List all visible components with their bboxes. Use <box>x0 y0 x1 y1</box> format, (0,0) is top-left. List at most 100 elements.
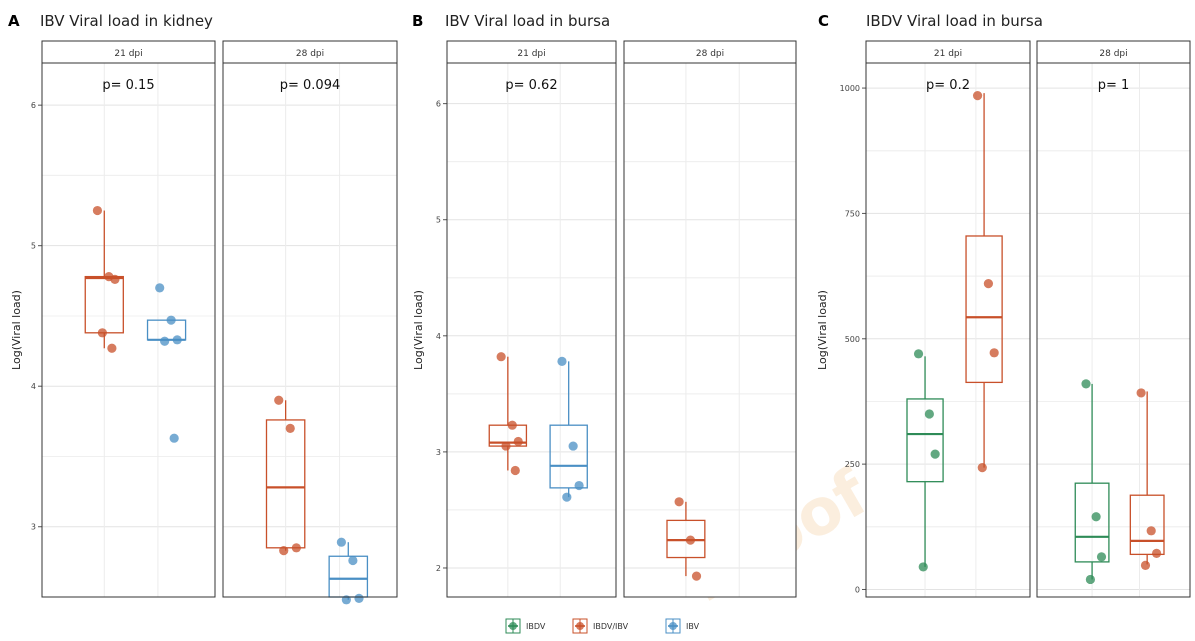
data-point <box>930 449 940 459</box>
box-iqr <box>1129 494 1165 556</box>
facet-strip-label: 28 dpi <box>1099 49 1127 59</box>
data-point <box>568 441 578 451</box>
p-value-label: p= 0.2 <box>926 78 970 93</box>
data-point <box>1146 526 1156 536</box>
data-point <box>1151 548 1162 558</box>
panel-title: IBDV Viral load in bursa <box>866 12 1043 30</box>
panel-border <box>1036 62 1191 598</box>
box-iqr <box>1074 482 1110 563</box>
data-point <box>574 480 584 491</box>
box-iqr <box>666 519 706 559</box>
box-iqr <box>906 398 944 483</box>
box-ibdv-ibv <box>1129 388 1165 571</box>
data-point <box>1096 552 1107 562</box>
legend-label: IBV <box>686 622 700 631</box>
plot-area <box>42 63 215 597</box>
y-tick-label: 4 <box>436 332 441 341</box>
facet-strip-label: 28 dpi <box>296 49 324 59</box>
y-axis-label: Log(Viral load) <box>412 290 425 370</box>
facet-strip-label: 21 dpi <box>934 49 962 59</box>
box-ibdv-ibv <box>965 90 1003 473</box>
plot-area <box>223 63 397 597</box>
panel-border <box>865 62 1031 598</box>
facet-21-dpi: 21 dpi p= 0.62 <box>446 40 617 598</box>
facet-strip-label: 21 dpi <box>517 49 545 59</box>
box-iqr <box>328 555 369 598</box>
data-point <box>336 537 346 547</box>
p-value-label: p= 0.15 <box>102 78 154 93</box>
data-point <box>983 279 994 289</box>
box-ibdv <box>1074 379 1110 585</box>
box-ibv <box>328 537 369 605</box>
legend-key-point <box>509 622 517 630</box>
box-ibv <box>549 356 588 502</box>
data-point <box>169 433 179 443</box>
box-ibdv-ibv <box>666 497 706 581</box>
y-tick-label: 3 <box>31 523 36 532</box>
legend-label: IBDV/IBV <box>593 622 629 631</box>
data-point <box>354 593 364 604</box>
box-ibdv-ibv <box>265 395 306 556</box>
chart-panel-b: B IBV Viral load in bursa Log(Viral load) 2… <box>412 12 797 598</box>
data-point <box>274 395 284 405</box>
data-point <box>348 555 358 566</box>
box-ibv <box>146 283 187 443</box>
data-point <box>989 348 999 358</box>
facet-21-dpi: 21 dpi p= 0.15 <box>41 40 216 598</box>
y-tick-label: 500 <box>845 335 860 344</box>
box-ibdv-ibv <box>84 205 124 353</box>
panel-letter: C <box>818 12 829 30</box>
data-point <box>1091 512 1101 522</box>
y-tick-label: 3 <box>436 448 441 457</box>
data-point <box>285 423 295 433</box>
data-point <box>501 441 511 451</box>
y-tick-label: 250 <box>845 460 860 469</box>
data-point <box>166 315 176 325</box>
data-point <box>691 571 702 581</box>
panel-border <box>446 62 617 598</box>
data-point <box>155 283 165 293</box>
legend-key-point <box>669 622 677 630</box>
data-point <box>685 535 696 545</box>
panel-title: IBV Viral load in bursa <box>445 12 610 30</box>
data-point <box>107 343 117 353</box>
data-point <box>1081 379 1091 389</box>
y-tick-label: 5 <box>436 216 441 225</box>
data-point <box>1136 388 1146 398</box>
box-ibdv <box>906 349 944 572</box>
legend-item-ibv: IBV <box>665 618 700 634</box>
box-iqr <box>84 275 124 334</box>
data-point <box>562 492 572 502</box>
data-point <box>513 436 523 447</box>
y-tick-label: 4 <box>31 382 36 391</box>
data-point <box>110 274 120 285</box>
facet-28-dpi: 28 dpi p= 1 <box>1036 40 1191 598</box>
box-ibdv-ibv <box>488 352 528 476</box>
legend-label: IBDV <box>526 622 546 631</box>
plot-area <box>447 63 616 597</box>
p-value-label: p= 0.62 <box>505 78 557 93</box>
facet-21-dpi: 21 dpi p= 0.2 <box>865 40 1031 598</box>
data-point <box>1140 560 1151 571</box>
panel-border <box>222 62 398 598</box>
chart-panel-a: A IBV Viral load in kidney Log(Viral load)… <box>8 12 398 605</box>
y-axis-label: Log(Viral load) <box>816 290 829 370</box>
chart-panels: A IBV Viral load in kidney Log(Viral load)… <box>8 12 1191 605</box>
y-tick-label: 6 <box>31 101 36 110</box>
p-value-label: p= 0.094 <box>280 78 341 93</box>
y-tick-label: 2 <box>436 564 441 573</box>
p-value-label: p= 1 <box>1098 78 1130 93</box>
box-iqr <box>265 419 306 549</box>
data-point <box>97 328 107 338</box>
y-tick-label: 6 <box>436 100 441 109</box>
data-point <box>291 543 301 553</box>
panel-border <box>41 62 216 598</box>
data-point <box>172 335 182 345</box>
facet-strip-label: 28 dpi <box>696 49 724 59</box>
data-point <box>674 497 684 507</box>
y-tick-label: 5 <box>31 242 36 251</box>
box-iqr <box>549 424 588 489</box>
legend-item-ibdv-ibv: IBDV/IBV <box>572 618 629 634</box>
y-tick-label: 1000 <box>840 84 860 93</box>
